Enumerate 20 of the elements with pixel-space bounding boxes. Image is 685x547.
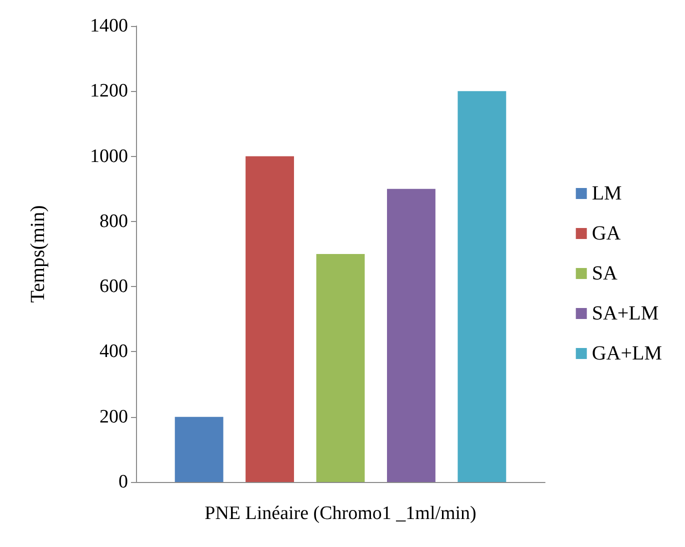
y-tick-label: 600 (100, 276, 128, 298)
legend-label: LM (592, 182, 622, 204)
y-tick-label: 200 (100, 406, 128, 428)
legend-label: SA (592, 262, 618, 284)
bar (458, 91, 506, 482)
legend-label: SA+LM (592, 302, 659, 324)
bar (316, 254, 365, 482)
bar (386, 188, 436, 482)
y-tick-label: 1200 (90, 80, 128, 102)
y-tick-label: 400 (100, 341, 128, 362)
bar (174, 416, 224, 482)
y-tick-label: 800 (100, 210, 128, 232)
y-tick-label: 1000 (90, 146, 128, 167)
y-axis-title: Temps(min) (27, 205, 49, 303)
legend-label: GA (592, 222, 622, 244)
bar (246, 156, 294, 482)
legend-label: GA+LM (592, 342, 662, 364)
x-tick-label: PNE Linéaire (Chromo1 _1ml/min) (204, 503, 476, 524)
y-tick-label: 0 (118, 472, 128, 492)
y-tick-label: 1400 (90, 16, 128, 36)
